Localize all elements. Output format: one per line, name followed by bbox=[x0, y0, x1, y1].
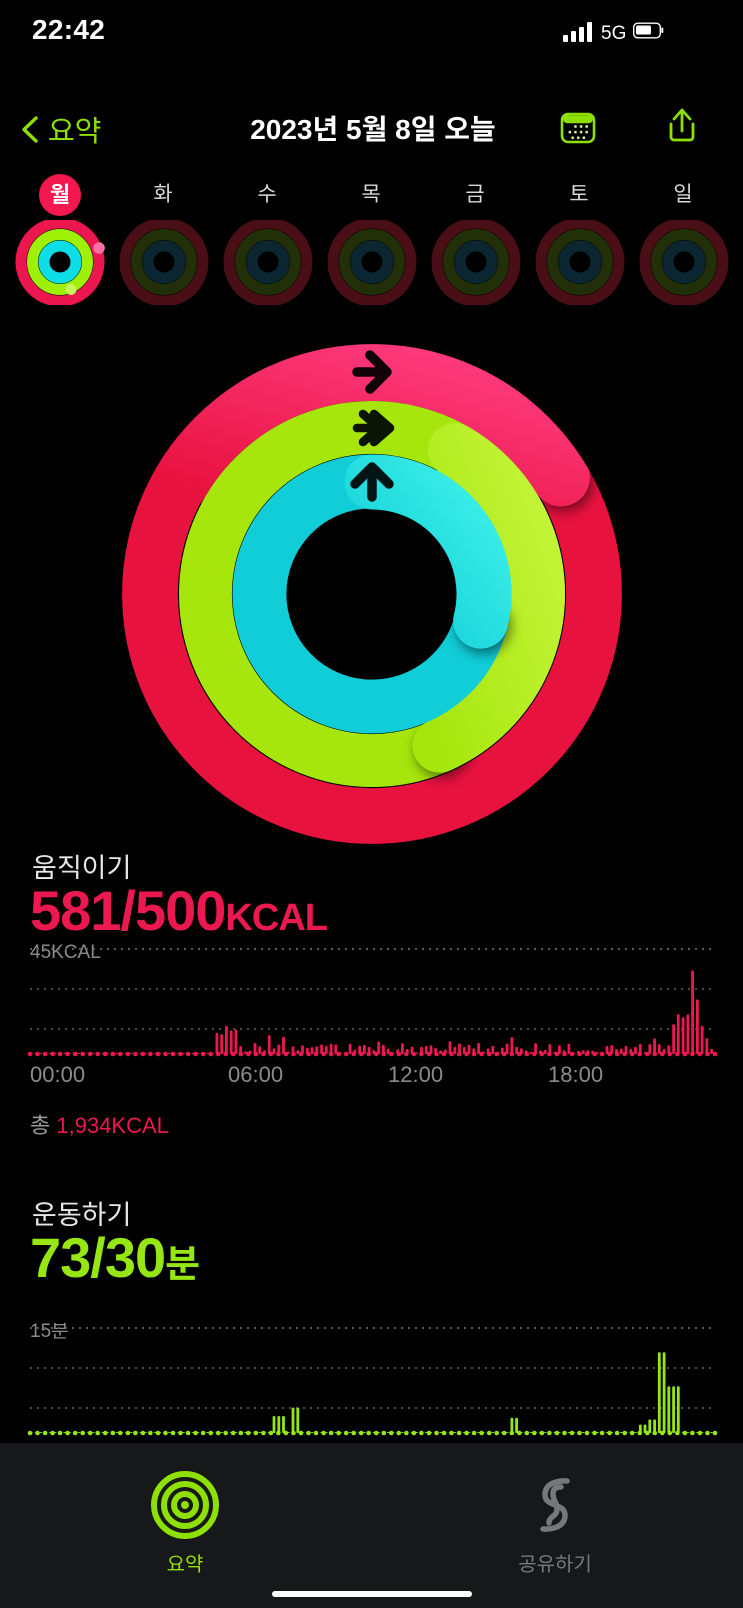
svg-text:06:00: 06:00 bbox=[228, 1062, 283, 1087]
svg-text:12:00: 12:00 bbox=[388, 1062, 443, 1087]
svg-text:15분: 15분 bbox=[30, 1323, 69, 1342]
svg-text:00:00: 00:00 bbox=[30, 1062, 85, 1087]
svg-text:45KCAL: 45KCAL bbox=[30, 944, 101, 963]
svg-text:18:00: 18:00 bbox=[548, 1062, 603, 1087]
